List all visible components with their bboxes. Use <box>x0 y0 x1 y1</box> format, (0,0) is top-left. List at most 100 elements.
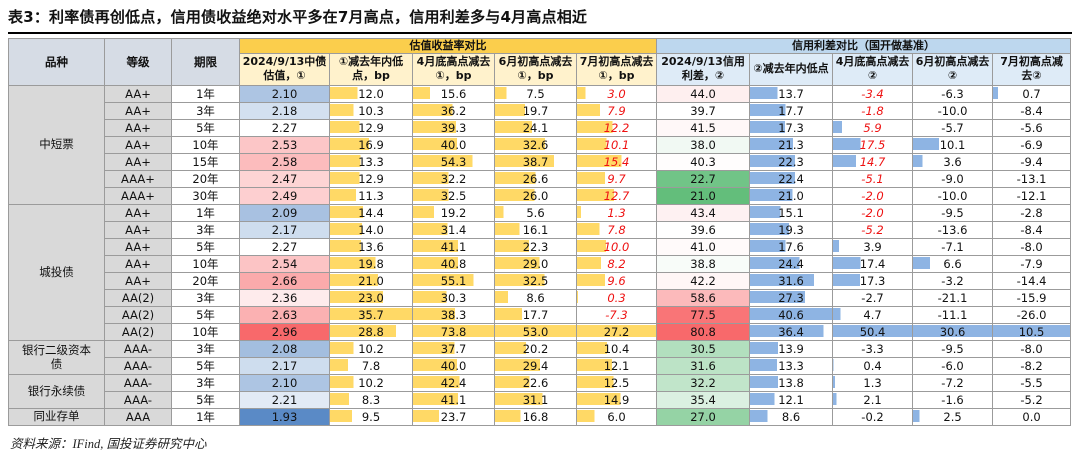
bond-valuation-table: 品种 等级 期限 估值收益率对比 信用利差对比（国开做基准） 2024/9/13中债估值，… <box>8 38 1072 426</box>
value-cell: 6.6 <box>912 254 994 273</box>
value-cell: 42.2 <box>656 271 751 290</box>
table-row: AA+ 3年 2.17 14.0 31.4 16.1 7.8 39.6 19.3 -5.2 -13.… <box>9 220 1072 239</box>
grade-cell: AA+ <box>104 152 172 171</box>
value-cell: 1.3 <box>832 373 914 392</box>
source-note: 资料来源：IFind, 国投证券研究中心 <box>10 436 207 451</box>
value-cell: 21.3 <box>749 135 834 154</box>
value-cell: 2.27 <box>239 237 330 256</box>
grade-cell: AA+ <box>104 254 172 273</box>
value-cell: 1.3 <box>575 203 658 222</box>
value-cell: 21.0 <box>329 271 413 290</box>
value-cell: -5.7 <box>912 118 994 137</box>
grade-cell: AA+ <box>104 237 172 256</box>
value-cell: -7.9 <box>992 254 1072 273</box>
value-cell: 40.8 <box>412 254 495 273</box>
value-cell: 9.7 <box>575 169 658 188</box>
value-cell: 2.58 <box>239 152 330 171</box>
value-cell: 39.7 <box>656 101 751 120</box>
value-cell: -8.0 <box>992 237 1072 256</box>
value-cell: 41.0 <box>656 237 751 256</box>
value-cell: 27.3 <box>749 288 834 307</box>
table-row: AA+ 3年 2.18 10.3 36.2 19.7 7.9 39.7 17.7 -1.8 -10.… <box>9 101 1072 120</box>
term-cell: 1年 <box>171 203 240 222</box>
term-cell: 20年 <box>171 169 240 188</box>
value-cell: 36.2 <box>412 101 495 120</box>
grade-cell: AA(2) <box>104 288 172 307</box>
value-cell: 40.0 <box>412 135 495 154</box>
value-cell: 3.9 <box>832 237 914 256</box>
table-row: AA(2) 3年 2.36 23.0 30.3 8.6 0.3 58.6 27.3 -2.7 -21… <box>9 288 1072 307</box>
value-cell: 0.3 <box>575 288 658 307</box>
column-header-value-5: 2024/9/13信用利差，② <box>656 53 751 86</box>
value-cell: 38.8 <box>656 254 751 273</box>
value-cell: -13.1 <box>992 169 1072 188</box>
table-row: AA+ 5年 2.27 12.9 39.3 24.1 12.2 41.5 17.3 5.9 -5.7… <box>9 118 1072 137</box>
value-cell: -2.0 <box>832 203 914 222</box>
value-cell: -3.3 <box>832 339 914 358</box>
column-header-value-4: 7月初高点减去①，bp <box>575 53 658 86</box>
value-cell: -1.6 <box>912 390 994 409</box>
value-cell: 12.5 <box>575 373 658 392</box>
value-cell: -9.4 <box>992 152 1072 171</box>
value-cell: 31.6 <box>656 356 751 375</box>
value-cell: 29.0 <box>494 254 577 273</box>
grade-cell: AAA- <box>104 390 172 409</box>
table-row: AAA- 5年 2.17 7.8 40.0 29.4 12.1 31.6 13.3 0.4 -6.0… <box>9 356 1072 375</box>
value-cell: 22.7 <box>656 169 751 188</box>
value-cell: 14.4 <box>329 203 413 222</box>
report-page: 表3：利率债再创低点，信用债收益绝对水平多在7月高点，信用利差多与4月高点相近 … <box>8 8 1072 451</box>
value-cell: 41.5 <box>656 118 751 137</box>
bond-type-cell: 银行永续债 <box>8 373 105 409</box>
value-cell: -6.9 <box>992 135 1072 154</box>
term-cell: 5年 <box>171 390 240 409</box>
value-cell: 44.0 <box>656 84 751 103</box>
value-cell: -3.2 <box>912 271 994 290</box>
value-cell: 30.3 <box>412 288 495 307</box>
value-cell: 2.63 <box>239 305 330 324</box>
value-cell: 40.3 <box>656 152 751 171</box>
grade-cell: AA(2) <box>104 322 172 341</box>
value-cell: 50.4 <box>832 322 914 341</box>
group-header-1: 信用利差对比（国开做基准） <box>656 38 1072 54</box>
value-cell: 24.4 <box>749 254 834 273</box>
grade-cell: AA+ <box>104 118 172 137</box>
value-cell: -2.7 <box>832 288 914 307</box>
value-cell: 8.2 <box>575 254 658 273</box>
value-cell: 3.6 <box>912 152 994 171</box>
value-cell: 2.36 <box>239 288 330 307</box>
column-header-2: 期限 <box>171 38 240 86</box>
value-cell: 26.6 <box>494 169 577 188</box>
value-cell: -10.0 <box>912 101 994 120</box>
term-cell: 5年 <box>171 305 240 324</box>
value-cell: 2.09 <box>239 203 330 222</box>
column-header-value-9: 7月初高点减去② <box>992 53 1072 86</box>
value-cell: 5.6 <box>494 203 577 222</box>
value-cell: 2.18 <box>239 101 330 120</box>
value-cell: 12.7 <box>575 186 658 205</box>
value-cell: -11.1 <box>912 305 994 324</box>
value-cell: 17.3 <box>832 271 914 290</box>
value-cell: 22.3 <box>494 237 577 256</box>
table-title: 表3：利率债再创低点，信用债收益绝对水平多在7月高点，信用利差多与4月高点相近 <box>8 8 588 26</box>
column-header-1: 等级 <box>104 38 172 86</box>
value-cell: 53.0 <box>494 322 577 341</box>
value-cell: -6.0 <box>912 356 994 375</box>
bond-type-cell: 银行二级资本债 <box>8 339 105 375</box>
table-row: 银行二级资本债 AAA- 3年 2.08 10.2 37.7 20.2 10.4 30.5 13.… <box>8 339 1072 375</box>
value-cell: 2.21 <box>239 390 330 409</box>
group-header-0: 估值收益率对比 <box>238 38 658 54</box>
value-cell: 41.1 <box>412 390 495 409</box>
grade-cell: AA+ <box>104 220 172 239</box>
grade-cell: AA(2) <box>104 305 172 324</box>
value-cell: 7.8 <box>329 356 413 375</box>
value-cell: 10.4 <box>575 339 658 358</box>
term-cell: 3年 <box>171 339 240 358</box>
value-cell: 22.6 <box>494 373 577 392</box>
value-cell: 29.4 <box>494 356 577 375</box>
column-header-value-8: 6月初高点减去② <box>912 53 994 86</box>
grade-cell: AAA- <box>104 356 172 375</box>
term-cell: 5年 <box>171 118 240 137</box>
grade-cell: AAA- <box>104 339 172 358</box>
value-cell: 8.6 <box>749 407 834 426</box>
value-cell: 35.7 <box>329 305 413 324</box>
